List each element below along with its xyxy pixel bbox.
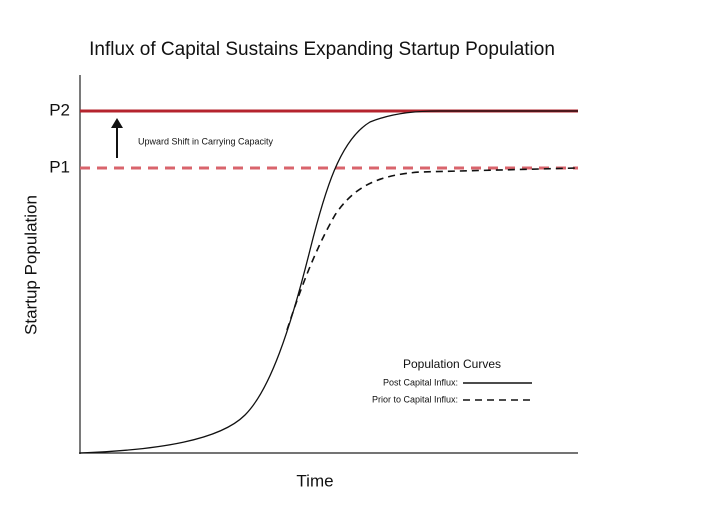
legend-label: Post Capital Influx: (383, 377, 458, 387)
arrow-head (111, 118, 123, 128)
legend-title: Population Curves (403, 357, 501, 371)
level-label: P2 (49, 100, 70, 119)
legend-label: Prior to Capital Influx: (372, 394, 458, 404)
title: Influx of Capital Sustains Expanding Sta… (89, 39, 555, 60)
x-axis-label: Time (296, 471, 333, 490)
level-label: P1 (49, 157, 70, 176)
y-axis-label: Startup Population (21, 195, 40, 335)
annotation: Upward Shift in Carrying Capacity (138, 136, 274, 146)
post-curve (79, 110, 578, 454)
prior-curve (286, 167, 579, 331)
